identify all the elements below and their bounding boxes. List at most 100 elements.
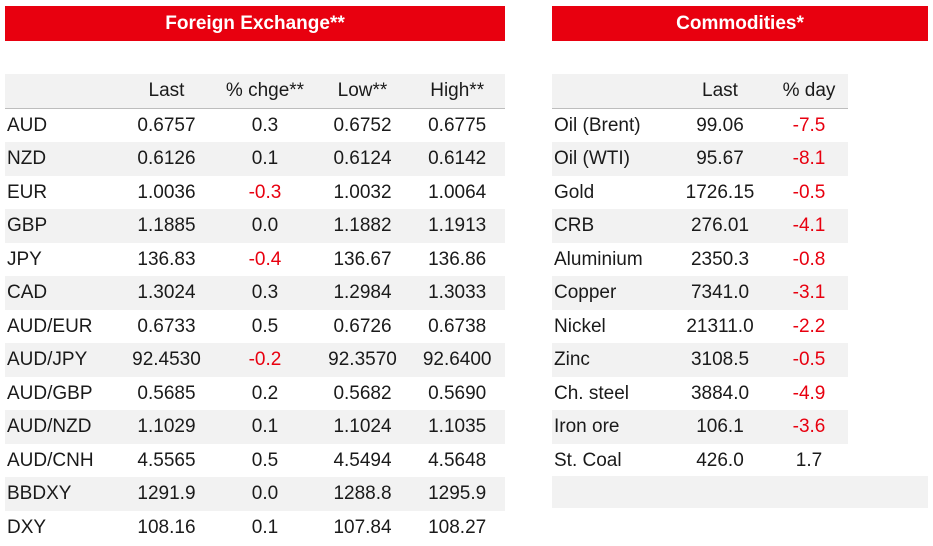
commodity-last-value: 106.1	[670, 410, 770, 444]
commodities-col-last: Last	[670, 74, 770, 109]
fx-low-value: 136.67	[315, 242, 410, 276]
commodity-label: Zinc	[552, 343, 670, 377]
fx-currency-label: NZD	[5, 142, 119, 176]
fx-low-value: 0.6752	[315, 108, 410, 142]
commodities-title-banner: Commodities*	[552, 6, 928, 41]
fx-low-value: 0.5682	[315, 376, 410, 410]
fx-low-value: 1.0032	[315, 175, 410, 209]
fx-row: EUR 1.0036 -0.3 1.0032 1.0064	[5, 175, 505, 209]
commodity-label: Copper	[552, 276, 670, 310]
commodity-last-value: 426.0	[670, 443, 770, 477]
fx-high-value: 136.86	[409, 242, 505, 276]
fx-currency-label: AUD/NZD	[5, 410, 119, 444]
fx-col-label	[5, 74, 119, 109]
fx-low-value: 4.5494	[315, 443, 410, 477]
commodity-label: St. Coal	[552, 443, 670, 477]
fx-col-high: High**	[409, 74, 505, 109]
fx-row: AUD/JPY 92.4530 -0.2 92.3570 92.6400	[5, 343, 505, 377]
fx-change-value: -0.2	[214, 343, 316, 377]
commodity-row: Gold 1726.15 -0.5	[552, 175, 848, 209]
fx-currency-label: JPY	[5, 242, 119, 276]
commodity-label: Aluminium	[552, 242, 670, 276]
fx-col-low: Low**	[315, 74, 410, 109]
commodity-day-change: -3.6	[770, 410, 848, 444]
fx-change-value: 0.5	[214, 309, 316, 343]
fx-row: GBP 1.1885 0.0 1.1882 1.1913	[5, 209, 505, 243]
commodities-title: Commodities*	[676, 12, 804, 34]
fx-last-value: 1.0036	[118, 175, 215, 209]
fx-last-value: 92.4530	[118, 343, 215, 377]
fx-high-value: 108.27	[409, 510, 505, 544]
commodity-day-change: -8.1	[770, 142, 848, 176]
commodity-label: Ch. steel	[552, 376, 670, 410]
fx-currency-label: AUD/GBP	[5, 376, 119, 410]
fx-change-value: 0.0	[214, 209, 316, 243]
fx-row: AUD/GBP 0.5685 0.2 0.5682 0.5690	[5, 376, 505, 410]
commodity-row: Ch. steel 3884.0 -4.9	[552, 376, 848, 410]
commodity-row: Oil (Brent) 99.06 -7.5	[552, 108, 848, 142]
commodity-row: Oil (WTI) 95.67 -8.1	[552, 142, 848, 176]
commodity-last-value: 99.06	[670, 108, 770, 142]
fx-low-value: 1.1024	[315, 410, 410, 444]
fx-high-value: 0.5690	[409, 376, 505, 410]
commodity-row: St. Coal 426.0 1.7	[552, 443, 848, 477]
commodity-day-change: -0.5	[770, 343, 848, 377]
commodity-row: CRB 276.01 -4.1	[552, 209, 848, 243]
fx-change-value: 0.0	[214, 477, 316, 511]
commodity-day-change: -0.5	[770, 175, 848, 209]
fx-last-value: 0.6126	[118, 142, 215, 176]
fx-last-value: 1.1029	[118, 410, 215, 444]
fx-last-value: 108.16	[118, 510, 215, 544]
commodity-day-change: -7.5	[770, 108, 848, 142]
fx-high-value: 92.6400	[409, 343, 505, 377]
commodity-label: Iron ore	[552, 410, 670, 444]
commodity-last-value: 3884.0	[670, 376, 770, 410]
fx-currency-label: AUD	[5, 108, 119, 142]
fx-low-value: 1.2984	[315, 276, 410, 310]
commodity-day-change: -3.1	[770, 276, 848, 310]
fx-high-value: 1.0064	[409, 175, 505, 209]
fx-high-value: 0.6775	[409, 108, 505, 142]
fx-last-value: 0.5685	[118, 376, 215, 410]
commodities-header-row: Last % day	[552, 74, 848, 109]
commodity-last-value: 276.01	[670, 209, 770, 243]
fx-row: AUD/EUR 0.6733 0.5 0.6726 0.6738	[5, 309, 505, 343]
fx-row: CAD 1.3024 0.3 1.2984 1.3033	[5, 276, 505, 310]
commodity-label: CRB	[552, 209, 670, 243]
fx-high-value: 4.5648	[409, 443, 505, 477]
commodity-day-change: -2.2	[770, 309, 848, 343]
fx-last-value: 1.3024	[118, 276, 215, 310]
fx-change-value: -0.4	[214, 242, 316, 276]
fx-col-last: Last	[118, 74, 215, 109]
fx-last-value: 4.5565	[118, 443, 215, 477]
fx-currency-label: EUR	[5, 175, 119, 209]
fx-high-value: 1.3033	[409, 276, 505, 310]
fx-low-value: 1288.8	[315, 477, 410, 511]
commodity-row: Zinc 3108.5 -0.5	[552, 343, 848, 377]
fx-last-value: 1.1885	[118, 209, 215, 243]
commodity-label: Gold	[552, 175, 670, 209]
fx-last-value: 0.6757	[118, 108, 215, 142]
fx-change-value: -0.3	[214, 175, 316, 209]
fx-currency-label: GBP	[5, 209, 119, 243]
fx-change-value: 0.3	[214, 108, 316, 142]
fx-currency-label: BBDXY	[5, 477, 119, 511]
fx-table: Last % chge** Low** High** AUD 0.6757 0.3 0…	[5, 74, 505, 544]
commodities-empty-row	[552, 476, 928, 508]
fx-high-value: 0.6738	[409, 309, 505, 343]
fx-row: AUD/NZD 1.1029 0.1 1.1024 1.1035	[5, 410, 505, 444]
commodity-last-value: 7341.0	[670, 276, 770, 310]
commodity-label: Nickel	[552, 309, 670, 343]
commodities-col-label	[552, 74, 670, 109]
fx-low-value: 1.1882	[315, 209, 410, 243]
fx-low-value: 0.6124	[315, 142, 410, 176]
fx-change-value: 0.3	[214, 276, 316, 310]
fx-high-value: 1295.9	[409, 477, 505, 511]
fx-row: AUD 0.6757 0.3 0.6752 0.6775	[5, 108, 505, 142]
fx-change-value: 0.2	[214, 376, 316, 410]
commodities-col-day: % day	[770, 74, 848, 109]
fx-high-value: 0.6142	[409, 142, 505, 176]
commodity-last-value: 95.67	[670, 142, 770, 176]
fx-last-value: 1291.9	[118, 477, 215, 511]
fx-low-value: 0.6726	[315, 309, 410, 343]
